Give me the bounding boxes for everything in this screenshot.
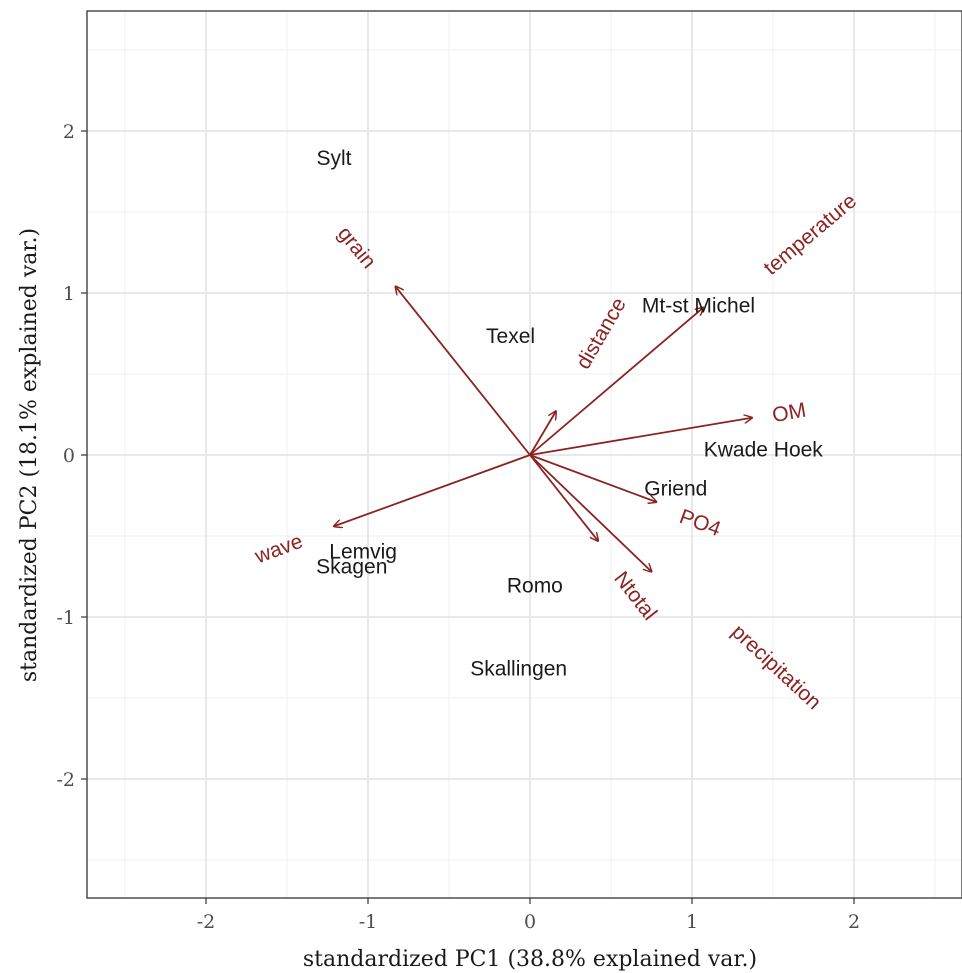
y-tick-label: 2	[63, 121, 75, 143]
point-label: Griend	[644, 478, 707, 501]
y-tick-label: 1	[63, 283, 75, 305]
vector-arrow-ntotal	[529, 454, 598, 541]
point-label: Lemvig	[329, 541, 397, 564]
point-label: Sylt	[316, 147, 351, 170]
point-label: Kwade Hoek	[704, 439, 824, 462]
point-label: Texel	[486, 325, 535, 348]
x-axis: -2 -1 0 1 2	[197, 898, 860, 933]
vector-arrow-wave	[334, 454, 531, 526]
x-tick-label: -1	[359, 911, 378, 933]
point-label: Romo	[507, 575, 563, 598]
y-tick-label: 0	[63, 445, 75, 467]
y-tick-label: -2	[56, 769, 75, 791]
vector-arrow-po4	[529, 454, 656, 502]
vector-arrow-precipitation	[529, 454, 652, 572]
x-tick-label: 0	[524, 911, 536, 933]
y-axis-title: standardized PC2 (18.1% explained var.)	[17, 228, 42, 682]
vector-arrow-distance	[529, 411, 556, 456]
y-tick-label: -1	[56, 607, 75, 629]
x-tick-label: -2	[197, 911, 216, 933]
vector-arrow-temperature	[529, 308, 703, 456]
point-label: Skagen	[316, 555, 387, 578]
vector-arrow-om	[529, 418, 752, 456]
point-label: Skallingen	[470, 657, 567, 680]
point-label: Mt-st Michel	[642, 294, 755, 317]
observation-labels: Sylt Texel Mt-st Michel Kwade Hoek Griend Lem…	[316, 147, 823, 680]
y-axis: -2 -1 0 1 2	[56, 121, 87, 791]
x-tick-label: 1	[686, 911, 698, 933]
vector-arrow-grain	[396, 287, 531, 456]
x-tick-label: 2	[848, 911, 860, 933]
x-axis-title: standardized PC1 (38.8% explained var.)	[303, 947, 757, 972]
loading-vectors	[334, 287, 752, 572]
